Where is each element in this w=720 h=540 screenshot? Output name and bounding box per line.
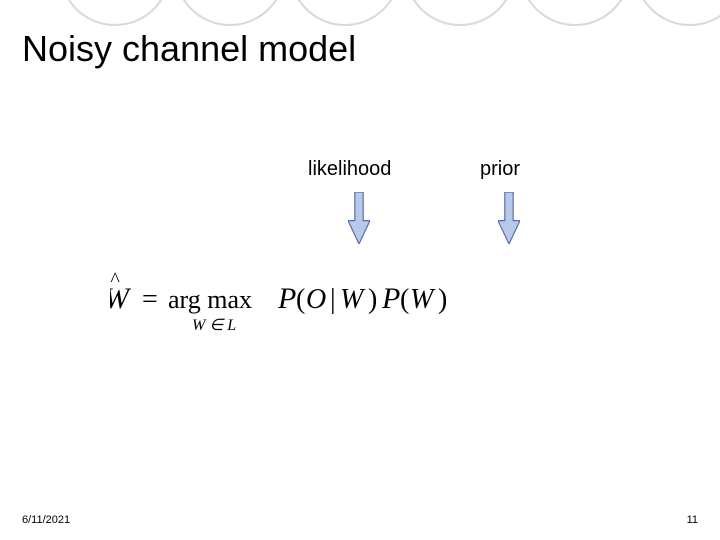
footer-page-number: 11: [687, 514, 698, 526]
svg-text:|: |: [330, 284, 336, 315]
svg-text:W: W: [340, 284, 366, 315]
likelihood-arrow-icon: [348, 192, 370, 244]
prior-label: prior: [480, 158, 520, 181]
formula-equals: =: [142, 284, 158, 315]
svg-text:): ): [438, 284, 447, 315]
svg-text:(: (: [296, 284, 305, 315]
formula-argmax: arg max: [168, 285, 252, 314]
svg-text:O: O: [306, 284, 326, 315]
svg-text:(: (: [400, 284, 409, 315]
formula-likelihood-term: P: [277, 282, 296, 315]
formula-w-hat: W: [110, 282, 132, 315]
footer-date: 6/11/2021: [22, 514, 70, 526]
svg-text:): ): [368, 284, 377, 315]
slide-title: Noisy channel model: [22, 28, 356, 70]
formula-prior-term: P: [381, 282, 400, 315]
formula-subscript: W ∈ L: [192, 317, 236, 334]
prior-arrow-icon: [498, 192, 520, 244]
formula: ^ W = arg max W ∈ L P ( O | W ) P ( W ): [110, 268, 590, 338]
svg-text:W: W: [410, 284, 436, 315]
likelihood-label: likelihood: [308, 158, 391, 181]
